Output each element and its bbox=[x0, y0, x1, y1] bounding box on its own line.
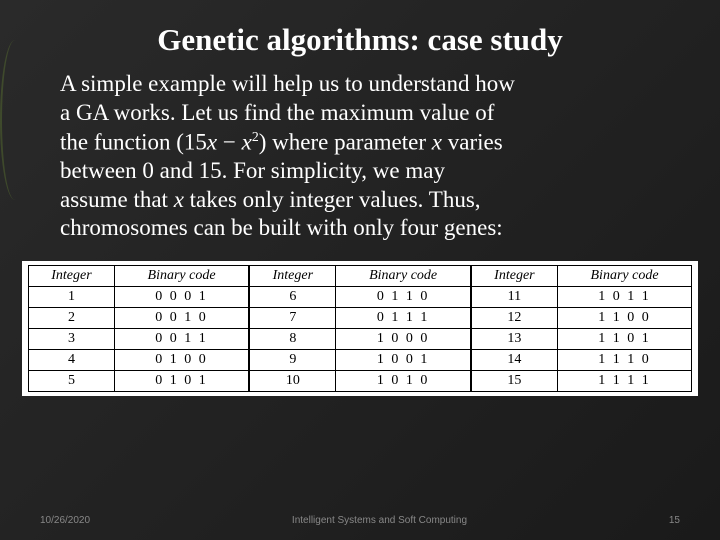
binary-cell: 0 1 1 1 bbox=[336, 308, 471, 329]
para-line4: between 0 and 15. For simplicity, we may bbox=[60, 158, 445, 183]
integer-cell: 14 bbox=[471, 350, 558, 371]
col-header: Binary code bbox=[336, 266, 471, 287]
binary-cell: 1 0 1 0 bbox=[336, 371, 471, 392]
integer-cell: 8 bbox=[249, 329, 336, 350]
binary-table-wrap: Integer Binary code Integer Binary code … bbox=[22, 261, 698, 396]
binary-cell: 0 0 0 1 bbox=[114, 287, 249, 308]
para-line6: chromosomes can be built with only four … bbox=[60, 215, 503, 240]
integer-cell: 10 bbox=[249, 371, 336, 392]
integer-cell: 13 bbox=[471, 329, 558, 350]
footer-page-number: 15 bbox=[669, 515, 680, 526]
binary-cell: 0 1 1 0 bbox=[336, 287, 471, 308]
integer-cell: 12 bbox=[471, 308, 558, 329]
integer-cell: 2 bbox=[29, 308, 115, 329]
col-header: Integer bbox=[471, 266, 558, 287]
slide-content: Genetic algorithms: case study A simple … bbox=[0, 0, 720, 243]
col-header: Binary code bbox=[114, 266, 249, 287]
para-sup: 2 bbox=[252, 129, 259, 144]
binary-cell: 0 0 1 1 bbox=[114, 329, 249, 350]
binary-cell: 0 1 0 1 bbox=[114, 371, 249, 392]
table-row: 50 1 0 1101 0 1 0151 1 1 1 bbox=[29, 371, 692, 392]
para-line1: A simple example will help us to underst… bbox=[60, 71, 515, 96]
para-var1: x bbox=[207, 129, 217, 154]
footer-date: 10/26/2020 bbox=[40, 515, 90, 526]
binary-cell: 1 0 1 1 bbox=[558, 287, 692, 308]
binary-cell: 1 0 0 1 bbox=[336, 350, 471, 371]
integer-cell: 5 bbox=[29, 371, 115, 392]
col-header: Integer bbox=[249, 266, 336, 287]
table-row: 40 1 0 091 0 0 1141 1 1 0 bbox=[29, 350, 692, 371]
integer-cell: 9 bbox=[249, 350, 336, 371]
para-line3a: the function (15 bbox=[60, 129, 207, 154]
para-line5a: assume that bbox=[60, 187, 174, 212]
para-minus: − bbox=[217, 129, 241, 154]
footer-title: Intelligent Systems and Soft Computing bbox=[90, 515, 669, 526]
para-line3c: varies bbox=[442, 129, 503, 154]
binary-cell: 1 0 0 0 bbox=[336, 329, 471, 350]
integer-cell: 6 bbox=[249, 287, 336, 308]
accent-curve bbox=[0, 40, 30, 200]
body-paragraph: A simple example will help us to underst… bbox=[60, 70, 660, 243]
slide-footer: 10/26/2020 Intelligent Systems and Soft … bbox=[0, 515, 720, 526]
integer-cell: 3 bbox=[29, 329, 115, 350]
para-var2: x bbox=[242, 129, 252, 154]
integer-cell: 1 bbox=[29, 287, 115, 308]
para-line5b: takes only integer values. Thus, bbox=[184, 187, 481, 212]
integer-cell: 7 bbox=[249, 308, 336, 329]
col-header: Integer bbox=[29, 266, 115, 287]
binary-cell: 1 1 0 0 bbox=[558, 308, 692, 329]
binary-cell: 0 0 1 0 bbox=[114, 308, 249, 329]
para-line3b: ) where parameter bbox=[259, 129, 432, 154]
col-header: Binary code bbox=[558, 266, 692, 287]
table-row: 10 0 0 160 1 1 0111 0 1 1 bbox=[29, 287, 692, 308]
binary-cell: 1 1 0 1 bbox=[558, 329, 692, 350]
para-var3: x bbox=[432, 129, 442, 154]
para-var5: x bbox=[174, 187, 184, 212]
integer-cell: 11 bbox=[471, 287, 558, 308]
table-row: 30 0 1 181 0 0 0131 1 0 1 bbox=[29, 329, 692, 350]
slide-title: Genetic algorithms: case study bbox=[60, 22, 660, 58]
para-line2: a GA works. Let us find the maximum valu… bbox=[60, 100, 494, 125]
binary-table: Integer Binary code Integer Binary code … bbox=[28, 265, 692, 392]
integer-cell: 4 bbox=[29, 350, 115, 371]
integer-cell: 15 bbox=[471, 371, 558, 392]
binary-cell: 1 1 1 0 bbox=[558, 350, 692, 371]
table-row: 20 0 1 070 1 1 1121 1 0 0 bbox=[29, 308, 692, 329]
binary-cell: 1 1 1 1 bbox=[558, 371, 692, 392]
table-header-row: Integer Binary code Integer Binary code … bbox=[29, 266, 692, 287]
binary-cell: 0 1 0 0 bbox=[114, 350, 249, 371]
